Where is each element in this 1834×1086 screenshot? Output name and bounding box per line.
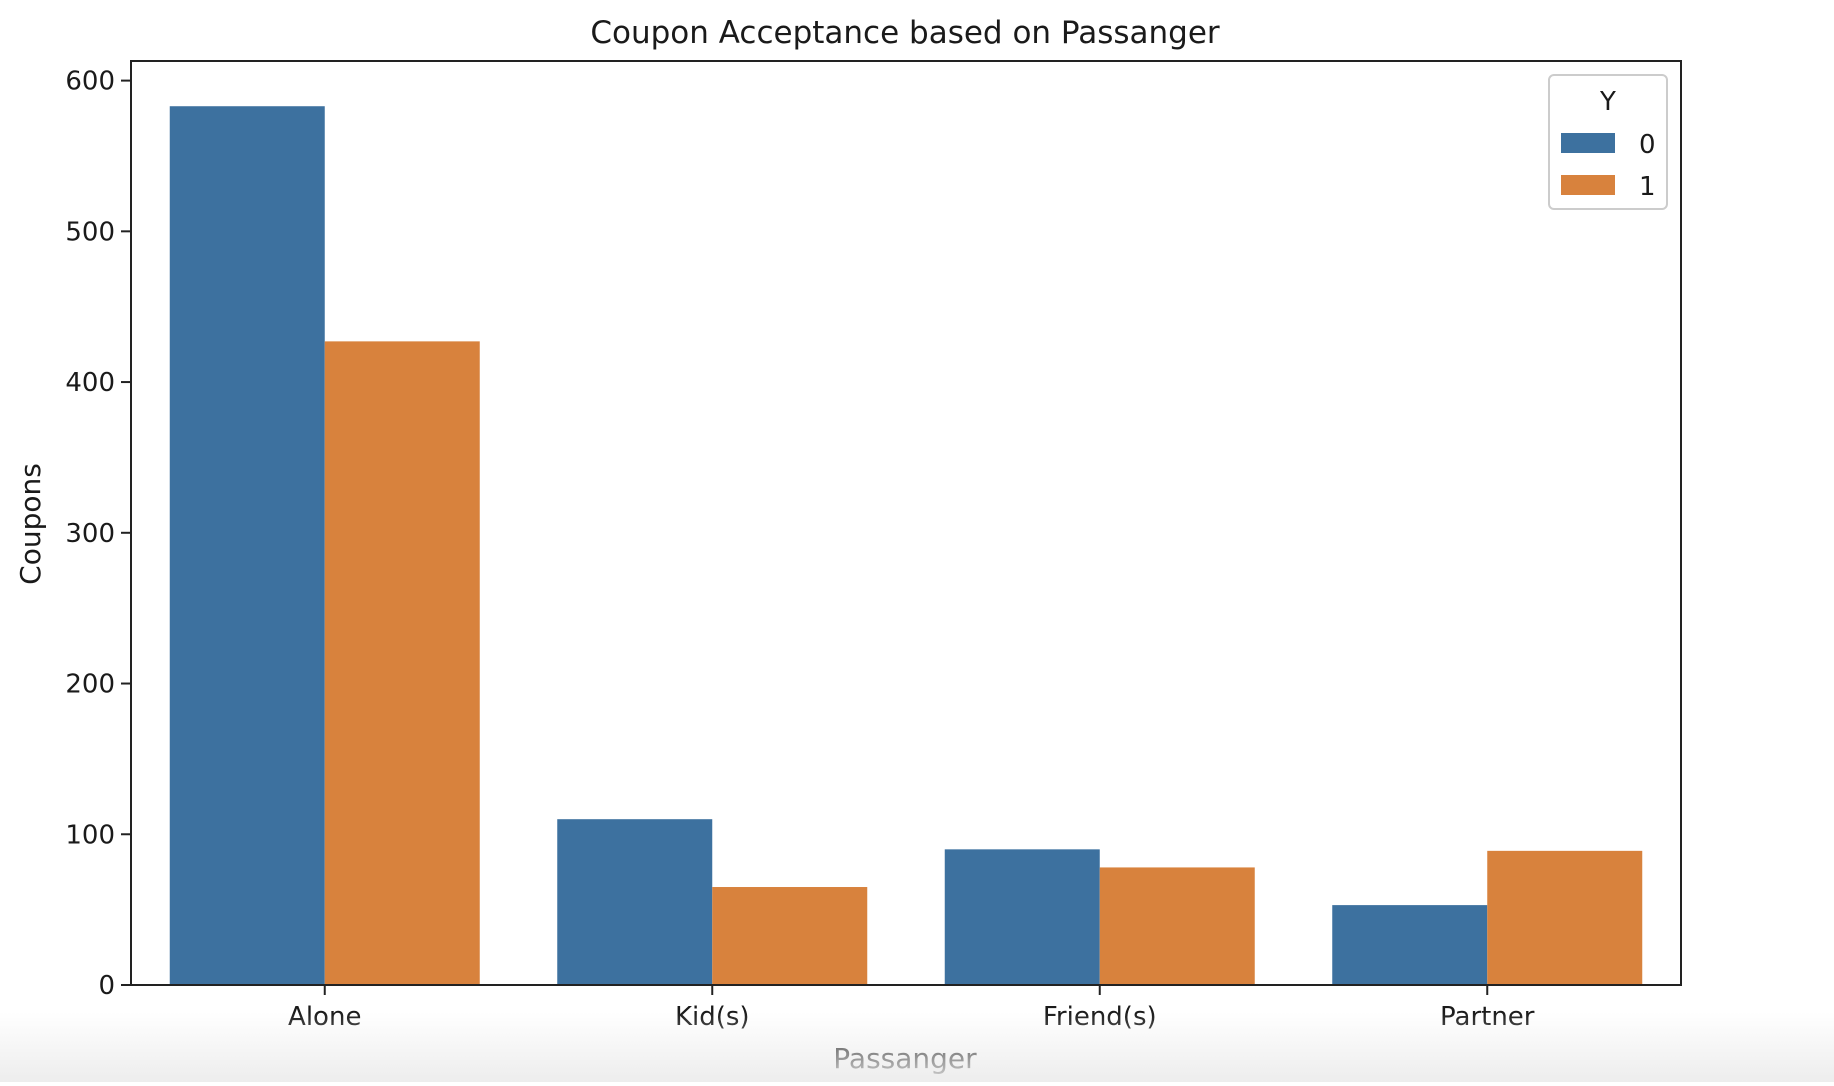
x-tick-label: Partner	[1440, 1002, 1535, 1032]
y-tick-label: 300	[65, 519, 115, 549]
x-tick-label: Friend(s)	[1043, 1002, 1157, 1032]
bar-partner-y1	[1487, 850, 1643, 985]
y-tick-label: 0	[98, 971, 115, 1001]
x-tick-label: Alone	[288, 1002, 361, 1032]
y-axis: 0 100 200 300 400 500 600	[65, 67, 131, 1001]
chart-title: Coupon Acceptance based on Passanger	[590, 15, 1220, 51]
legend-swatch-0	[1561, 133, 1615, 153]
bars-layer	[169, 106, 1643, 986]
y-tick-label: 500	[65, 217, 115, 247]
y-axis-label: Coupons	[14, 463, 47, 585]
legend-swatch-1	[1561, 175, 1615, 195]
legend: Y0 1	[1548, 74, 1668, 210]
bar-friend-s-y1	[1099, 867, 1255, 985]
legend-label-1: 1	[1639, 172, 1656, 202]
legend-title: Y	[1599, 87, 1616, 117]
bar-friend-s-y0	[944, 849, 1100, 985]
y-tick-label: 200	[65, 670, 115, 700]
plot-frame	[130, 60, 1682, 986]
y-tick-label: 600	[65, 67, 115, 97]
legend-label-0: 0	[1639, 130, 1656, 160]
bar-alone-y1	[324, 341, 480, 985]
x-axis: Alone Kid(s) Friend(s) Partner	[288, 985, 1535, 1032]
y-tick-label: 100	[65, 820, 115, 850]
y-tick-label: 400	[65, 368, 115, 398]
bar-kid-s-y1	[712, 887, 868, 985]
bar-partner-y0	[1332, 905, 1488, 985]
x-tick-label: Kid(s)	[675, 1002, 750, 1032]
x-axis-label: Passanger	[833, 1042, 977, 1075]
bar-kid-s-y0	[557, 819, 713, 985]
bar-alone-y0	[169, 106, 325, 986]
